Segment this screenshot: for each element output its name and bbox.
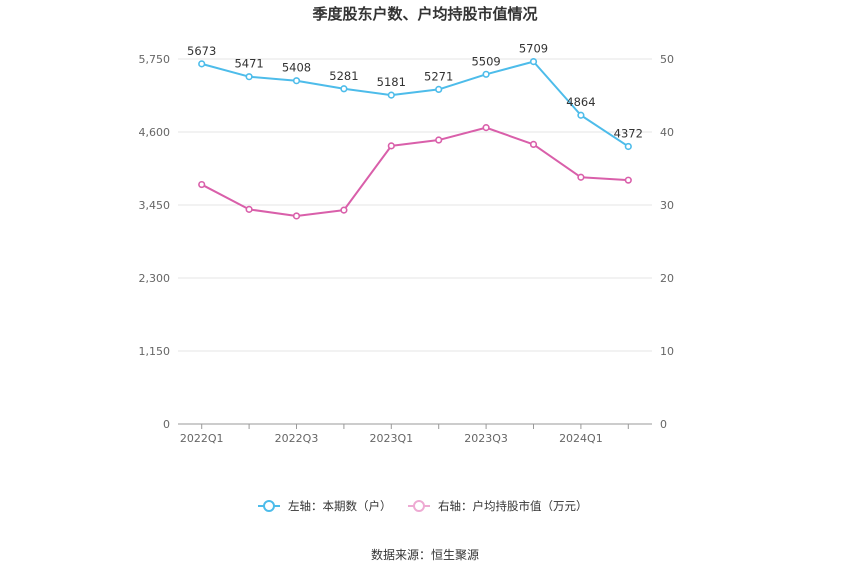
y-left-tick-label: 1,150 — [139, 345, 171, 358]
data-label: 5471 — [234, 57, 263, 71]
data-point[interactable] — [482, 70, 490, 78]
x-tick-label: 2023Q1 — [369, 432, 413, 445]
y-left-tick-label: 4,600 — [139, 126, 171, 139]
data-point[interactable] — [435, 85, 443, 94]
data-point[interactable] — [292, 212, 301, 220]
series-layer: 5673 5471 5408 5281 5181 5271 5509 5709 4864 4372 — [187, 42, 643, 220]
grid-layer — [178, 58, 652, 352]
legend[interactable]: 左轴：本期数（户） 右轴：户均持股市值（万元） — [258, 499, 588, 513]
y-right-tick-label: 10 — [660, 345, 674, 358]
data-point[interactable] — [577, 111, 585, 119]
data-point[interactable] — [387, 91, 395, 99]
y-left-tick-label: 3,450 — [139, 199, 171, 212]
series-line — [201, 60, 629, 148]
data-label: 5408 — [282, 61, 311, 75]
source-note: 数据来源：恒生聚源 — [371, 547, 479, 562]
x-tick-label: 2024Q1 — [559, 432, 603, 445]
data-point[interactable] — [482, 124, 490, 132]
data-point[interactable] — [529, 58, 538, 66]
data-point[interactable] — [624, 142, 632, 151]
legend-label: 左轴：本期数（户） — [288, 499, 392, 513]
x-tick-label: 2023Q3 — [464, 432, 508, 445]
series-1: 5673 5471 5408 5281 5181 5271 5509 5709 4864 4372 — [187, 42, 643, 151]
y-right-tick-label: 50 — [660, 53, 674, 66]
x-tick-label: 2022Q1 — [180, 432, 224, 445]
data-label: 5281 — [329, 69, 358, 83]
data-point[interactable] — [529, 140, 538, 149]
series-line — [201, 126, 629, 217]
legend-item-2[interactable]: 右轴：户均持股市值（万元） — [408, 499, 588, 513]
data-label: 5709 — [519, 42, 548, 56]
data-label: 5509 — [471, 54, 500, 68]
legend-label: 右轴：户均持股市值（万元） — [438, 499, 588, 513]
data-label: 5673 — [187, 44, 216, 58]
data-point[interactable] — [340, 206, 348, 214]
legend-item-1[interactable]: 左轴：本期数（户） — [258, 499, 392, 513]
y-left-tick-label: 2,300 — [139, 272, 171, 285]
chart-title: 季度股东户数、户均持股市值情况 — [312, 5, 537, 23]
x-tick-label: 2022Q3 — [275, 432, 319, 445]
data-point[interactable] — [245, 73, 253, 81]
data-point[interactable] — [198, 60, 206, 68]
data-point[interactable] — [387, 142, 395, 150]
data-point[interactable] — [624, 176, 632, 184]
data-label: 5181 — [377, 75, 406, 89]
data-label: 4372 — [614, 126, 643, 140]
data-point[interactable] — [340, 85, 348, 93]
data-point[interactable] — [245, 205, 253, 213]
y-right-tick-label: 0 — [660, 418, 667, 431]
axis-layer: 0 0 1,150 10 2,300 20 3,450 30 4,600 40 5,750 50 202… — [139, 53, 675, 445]
data-point[interactable] — [577, 173, 585, 181]
data-label: 4864 — [566, 95, 595, 109]
y-left-tick-label: 5,750 — [139, 53, 171, 66]
data-point[interactable] — [292, 77, 301, 85]
y-right-tick-label: 40 — [660, 126, 674, 139]
data-label: 5271 — [424, 69, 453, 83]
y-left-tick-label: 0 — [163, 418, 170, 431]
data-point[interactable] — [198, 180, 206, 189]
y-right-tick-label: 30 — [660, 199, 674, 212]
series-2 — [198, 124, 632, 220]
data-point[interactable] — [435, 136, 443, 144]
legend-circle-marker — [263, 500, 275, 512]
y-right-tick-label: 20 — [660, 272, 674, 285]
legend-circle-marker — [413, 500, 425, 512]
